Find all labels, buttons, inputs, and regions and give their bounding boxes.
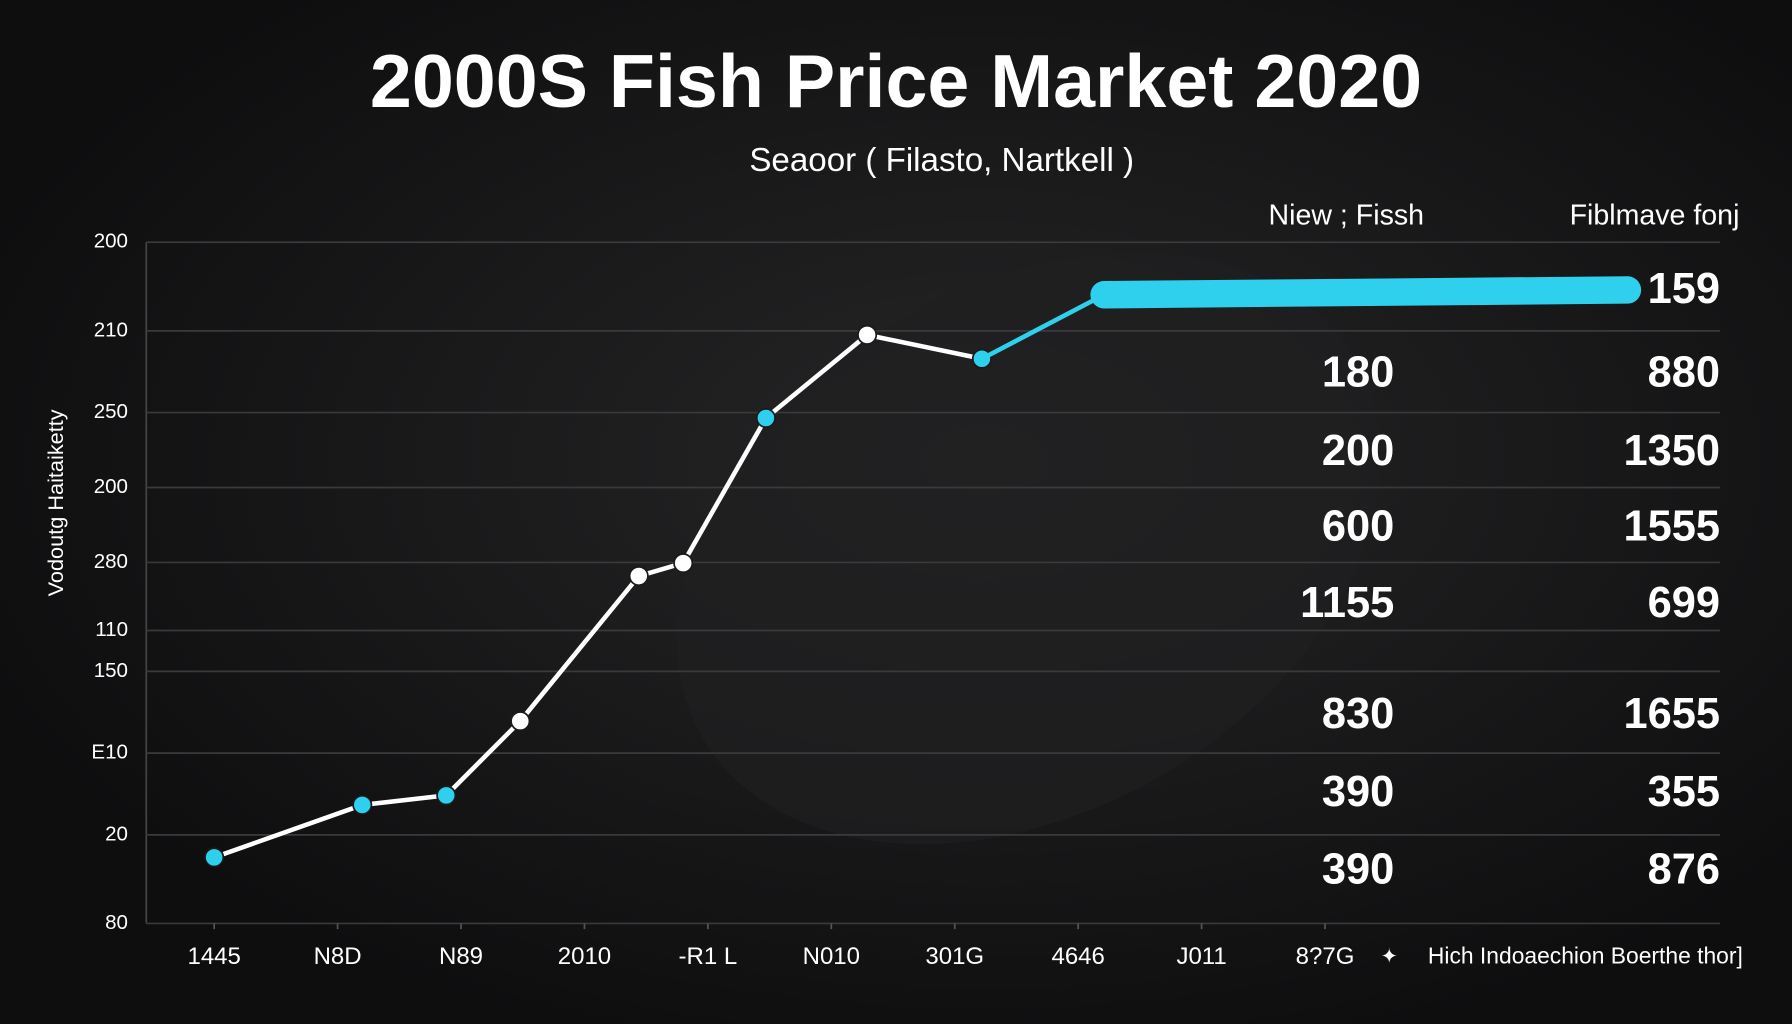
data-point [628, 566, 649, 587]
data-point [673, 553, 694, 574]
y-tick-label: 80 [105, 911, 128, 934]
grid: 200 210 250 200 280 110 150 E10 20 80 1445 N8D N89 20… [91, 230, 1720, 970]
y-tick-label: 20 [105, 822, 128, 845]
table-cell: 1155 [1300, 579, 1394, 627]
data-point [436, 785, 457, 806]
y-tick-label: 200 [94, 230, 128, 253]
footnote: Hich Indoaechion Boerthe thor] [1428, 943, 1743, 969]
table-cell: 390 [1322, 768, 1394, 816]
table-cell: 876 [1648, 845, 1720, 893]
x-tick-label: J011 [1176, 943, 1226, 970]
table-cell: 200 [1322, 427, 1394, 475]
table-cell: 180 [1322, 348, 1394, 396]
table-cell: 1350 [1623, 427, 1720, 475]
table-cell: 600 [1322, 503, 1394, 551]
x-tick-label: 1445 [187, 943, 240, 970]
y-tick-label: 110 [95, 618, 128, 641]
x-tick-label: N8D [314, 943, 362, 970]
y-tick-label: 200 [94, 475, 128, 498]
x-tick-label: 4646 [1051, 943, 1104, 970]
table-cell: 830 [1322, 690, 1394, 738]
series-line [979, 292, 1107, 362]
x-tick-label: 8?7G [1296, 943, 1355, 970]
x-tick-label: 2010 [558, 943, 611, 970]
y-tick-label: 150 [94, 659, 128, 682]
table-cell: 390 [1322, 845, 1394, 893]
table-header: Niew ; Fissh [1269, 200, 1425, 232]
plot-area [204, 276, 1642, 868]
data-point [755, 408, 776, 429]
table-cell: 699 [1648, 579, 1720, 627]
data-point [857, 324, 878, 345]
table-cell: 159 [1648, 265, 1720, 313]
y-tick-label: 280 [94, 550, 128, 573]
series-line [1090, 276, 1642, 309]
table-cell: 355 [1648, 768, 1720, 816]
chart-title: 2000S Fish Price Market 2020 [370, 39, 1422, 123]
value-table: Niew ; Fissh Fiblmave fonj 159 180 880 200 135… [1269, 200, 1740, 894]
chart-subtitle: Seaoor ( Filasto, Nartkell ) [749, 142, 1134, 179]
data-point [510, 711, 531, 732]
x-tick-label: N89 [439, 943, 483, 970]
y-tick-label: 210 [94, 318, 128, 341]
data-point [204, 847, 225, 868]
y-tick-label: E10 [91, 741, 128, 764]
table-cell: 1655 [1623, 690, 1720, 738]
data-point [352, 794, 373, 815]
footnote-icon: ✦ [1381, 945, 1398, 968]
table-header: Fiblmave fonj [1570, 200, 1740, 232]
table-cell: 1555 [1623, 503, 1720, 551]
y-tick-label: 250 [94, 400, 128, 423]
y-axis-label: Vodoutg Haitaiketty [43, 409, 68, 596]
x-tick-label: 301G [925, 943, 984, 970]
x-tick-label: -R1 L [679, 943, 738, 970]
fish-silhouette [676, 252, 1381, 845]
table-cell: 880 [1648, 348, 1720, 396]
x-tick-label: N010 [803, 943, 860, 970]
